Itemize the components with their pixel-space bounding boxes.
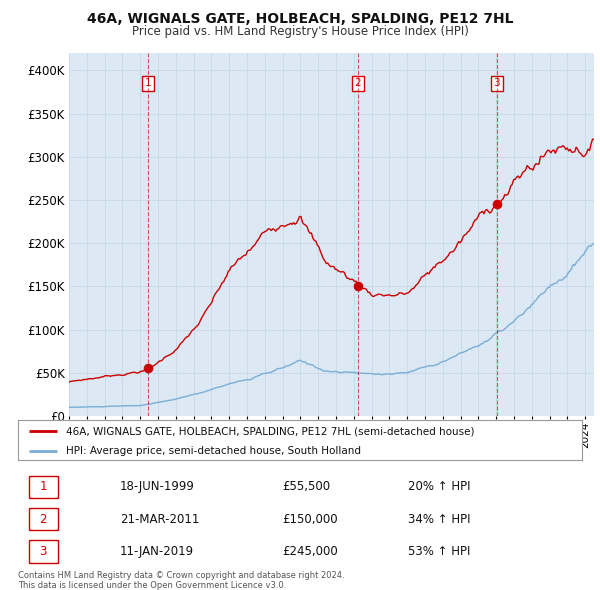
Text: Price paid vs. HM Land Registry's House Price Index (HPI): Price paid vs. HM Land Registry's House …	[131, 25, 469, 38]
Text: HPI: Average price, semi-detached house, South Holland: HPI: Average price, semi-detached house,…	[66, 447, 361, 457]
Point	[492, 199, 502, 209]
Point	[353, 281, 362, 291]
Text: 11-JAN-2019: 11-JAN-2019	[120, 545, 194, 558]
Text: This data is licensed under the Open Government Licence v3.0.: This data is licensed under the Open Gov…	[18, 581, 286, 589]
Text: £55,500: £55,500	[282, 480, 330, 493]
Text: 21-MAR-2011: 21-MAR-2011	[120, 513, 199, 526]
Text: 34% ↑ HPI: 34% ↑ HPI	[408, 513, 470, 526]
Text: £245,000: £245,000	[282, 545, 338, 558]
Text: 1: 1	[40, 480, 47, 493]
Text: Contains HM Land Registry data © Crown copyright and database right 2024.: Contains HM Land Registry data © Crown c…	[18, 571, 344, 580]
Text: 2: 2	[40, 513, 47, 526]
Text: 2: 2	[355, 78, 361, 88]
Text: £150,000: £150,000	[282, 513, 338, 526]
Text: 3: 3	[40, 545, 47, 558]
Text: 3: 3	[493, 78, 500, 88]
Text: 53% ↑ HPI: 53% ↑ HPI	[408, 545, 470, 558]
Point	[143, 363, 153, 373]
Text: 1: 1	[145, 78, 152, 88]
Text: 18-JUN-1999: 18-JUN-1999	[120, 480, 195, 493]
Text: 46A, WIGNALS GATE, HOLBEACH, SPALDING, PE12 7HL (semi-detached house): 46A, WIGNALS GATE, HOLBEACH, SPALDING, P…	[66, 427, 475, 437]
Text: 46A, WIGNALS GATE, HOLBEACH, SPALDING, PE12 7HL: 46A, WIGNALS GATE, HOLBEACH, SPALDING, P…	[87, 12, 513, 26]
Text: 20% ↑ HPI: 20% ↑ HPI	[408, 480, 470, 493]
